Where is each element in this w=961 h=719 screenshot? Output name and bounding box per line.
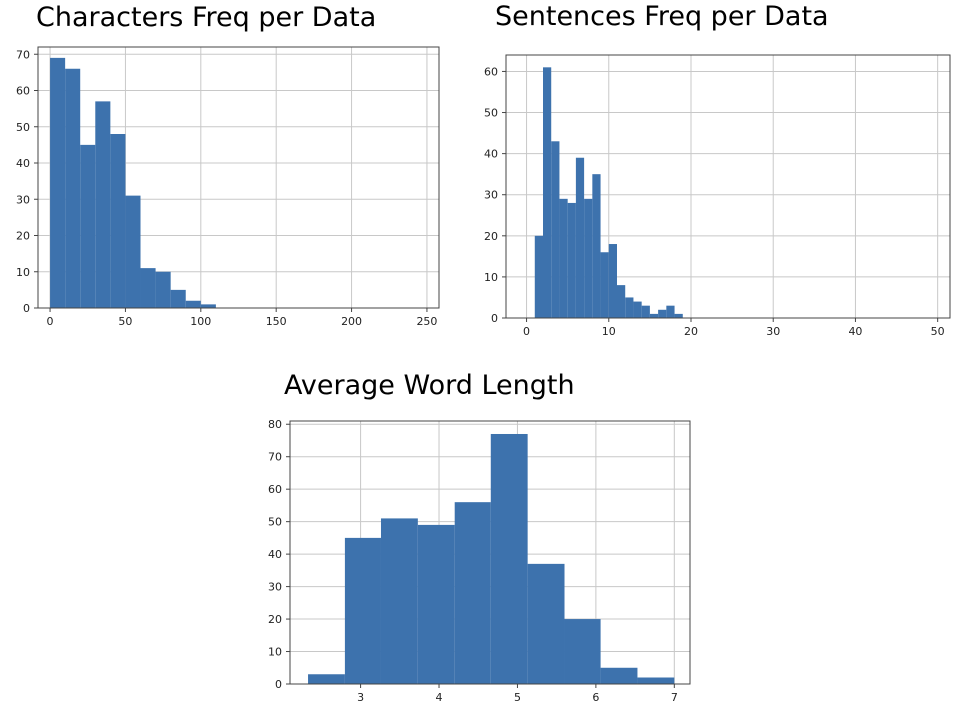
- y-tick-label: 50: [16, 121, 30, 134]
- plot-frame: [37, 46, 440, 309]
- x-tick-label: 30: [766, 325, 780, 338]
- y-tick-label: 20: [16, 230, 30, 243]
- sentences-bar: [600, 252, 609, 318]
- y-tick-label: 0: [23, 302, 30, 315]
- sentences-bar: [534, 235, 543, 318]
- y-tick-label: 0: [275, 678, 282, 691]
- y-tick-label: 30: [484, 189, 498, 202]
- y-tick-label: 0: [491, 312, 498, 325]
- x-tick-label: 0: [523, 325, 530, 338]
- y-tick-label: 40: [268, 548, 282, 561]
- y-tick-label: 30: [16, 193, 30, 206]
- word-length-bar: [344, 537, 381, 684]
- x-tick-label: 40: [848, 325, 862, 338]
- x-tick-label: 3: [357, 691, 364, 704]
- x-tick-label: 10: [602, 325, 616, 338]
- y-tick-label: 10: [484, 271, 498, 284]
- x-tick-label: 5: [514, 691, 521, 704]
- y-tick-label: 30: [268, 581, 282, 594]
- sentences-bar: [617, 285, 626, 318]
- characters-bar: [65, 68, 81, 308]
- y-tick-label: 40: [16, 157, 30, 170]
- sentences-bar: [666, 305, 675, 318]
- sentences-bar: [575, 157, 585, 318]
- characters-bar: [50, 57, 66, 308]
- word-length-bar: [417, 524, 455, 684]
- characters-bar: [80, 144, 96, 308]
- y-tick-label: 50: [484, 107, 498, 120]
- word-length-bar: [308, 674, 345, 684]
- x-tick-label: 0: [47, 315, 54, 328]
- word-length-bar: [600, 667, 638, 684]
- word-length-bar: [380, 518, 418, 684]
- sentences-bar: [641, 305, 650, 318]
- x-tick-label: 50: [118, 315, 132, 328]
- y-tick-label: 20: [268, 613, 282, 626]
- x-tick-label: 250: [416, 315, 437, 328]
- sentences-bar: [625, 297, 634, 318]
- x-tick-label: 50: [931, 325, 945, 338]
- chart-title-sentences: Sentences Freq per Data: [495, 1, 829, 32]
- sentences-bar: [633, 301, 642, 318]
- chart-title-characters: Characters Freq per Data: [36, 2, 377, 33]
- word-length-bar: [564, 619, 601, 684]
- word-length-bar: [454, 502, 491, 684]
- characters-bar: [170, 289, 186, 308]
- x-tick-label: 150: [266, 315, 287, 328]
- characters-bar: [95, 101, 111, 308]
- y-tick-label: 40: [484, 148, 498, 161]
- x-tick-label: 4: [436, 691, 443, 704]
- y-tick-label: 60: [484, 65, 498, 78]
- x-tick-label: 20: [684, 325, 698, 338]
- sentences-bar: [543, 67, 552, 318]
- y-tick-label: 10: [268, 646, 282, 659]
- characters-bar: [200, 304, 216, 308]
- sentences-bar: [584, 198, 593, 318]
- plot-frame: [505, 54, 951, 319]
- plot-frame: [289, 420, 691, 685]
- sentences-bar: [567, 202, 576, 318]
- sentences-bar: [551, 141, 560, 318]
- sentences-bar: [658, 309, 667, 318]
- word-length-bar: [527, 563, 565, 684]
- sentences-bar: [674, 313, 683, 318]
- x-tick-label: 7: [671, 691, 678, 704]
- characters-histogram: 0 50 100 150 200 250 0 10 20 30 40 50 60 70: [16, 46, 440, 328]
- x-tick-label: 100: [190, 315, 211, 328]
- sentences-bar: [649, 313, 659, 318]
- y-tick-label: 70: [268, 451, 282, 464]
- y-tick-label: 50: [268, 516, 282, 529]
- y-tick-label: 70: [16, 48, 30, 61]
- x-tick-label: 200: [341, 315, 362, 328]
- y-tick-label: 20: [484, 230, 498, 243]
- characters-bar: [125, 195, 141, 308]
- sentences-bar: [559, 198, 568, 318]
- x-tick-label: 6: [592, 691, 599, 704]
- y-tick-label: 60: [268, 483, 282, 496]
- word-length-bar: [637, 677, 675, 684]
- y-tick-label: 60: [16, 85, 30, 98]
- sentences-bar: [608, 244, 617, 318]
- y-tick-label: 80: [268, 418, 282, 431]
- characters-bar: [140, 268, 156, 308]
- characters-bar: [185, 300, 201, 308]
- characters-bar: [155, 271, 171, 308]
- sentences-bar: [592, 174, 601, 318]
- word-length-bar: [490, 433, 528, 684]
- characters-bar: [110, 134, 126, 308]
- chart-title-word-length: Average Word Length: [284, 370, 575, 401]
- y-tick-label: 10: [16, 266, 30, 279]
- sentences-histogram: 0 10 20 30 40 50 0 10 20 30 40 50 60: [484, 54, 951, 338]
